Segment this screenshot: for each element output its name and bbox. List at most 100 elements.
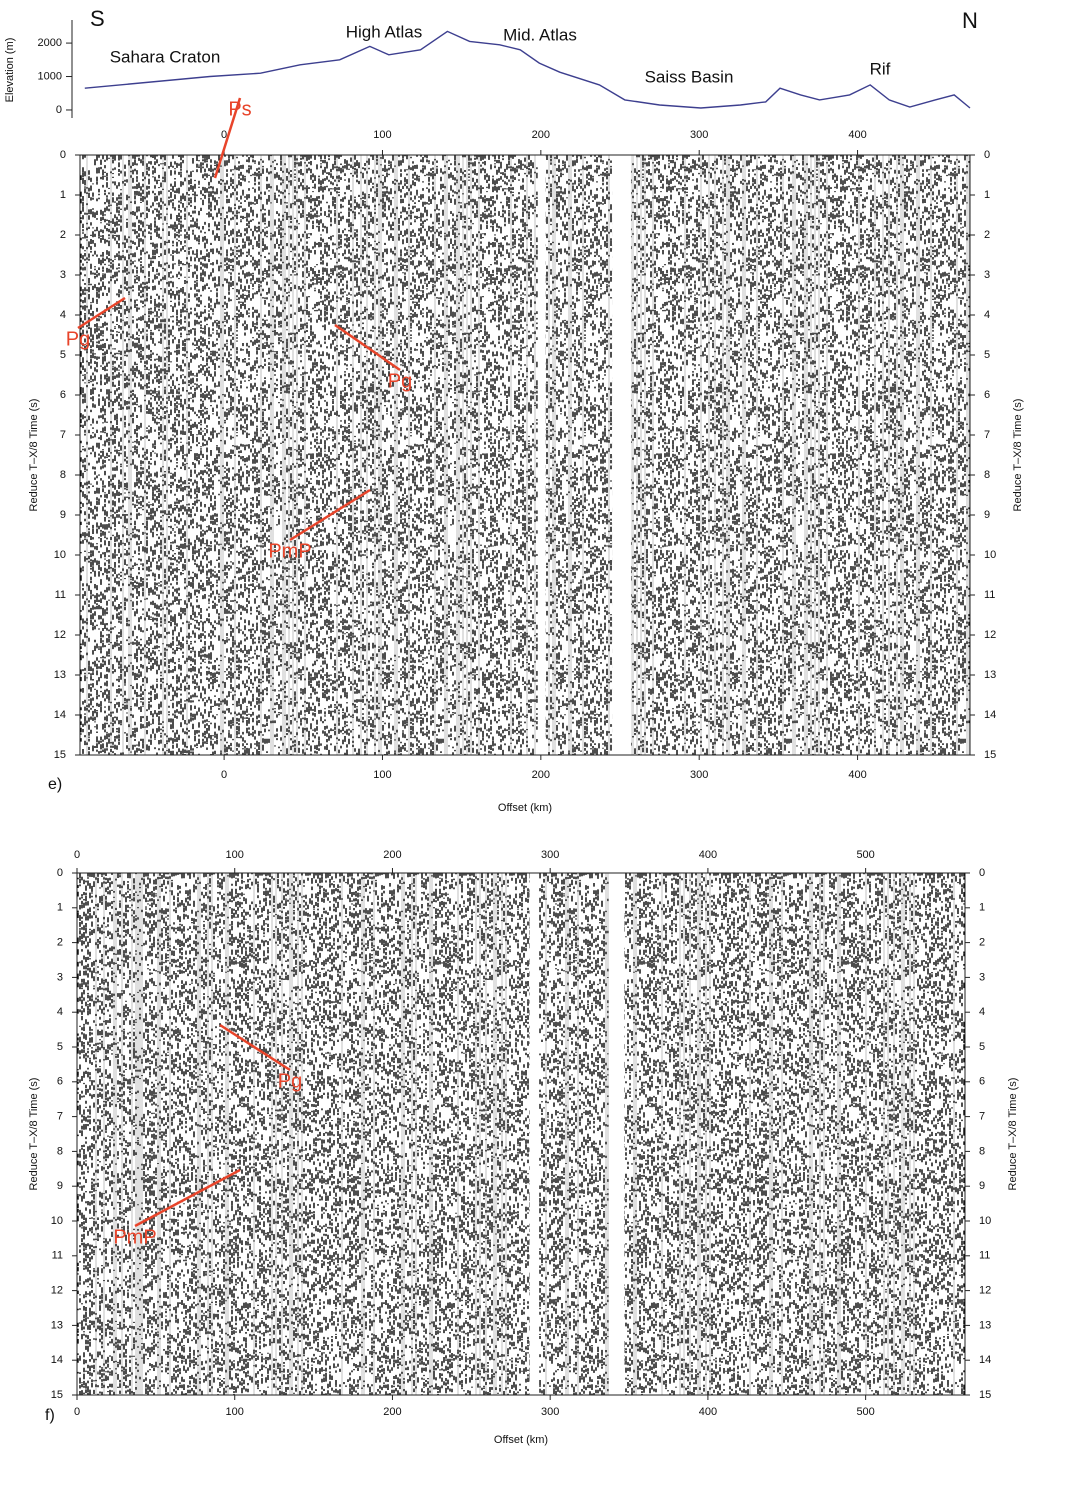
y-tick-label: 10 (54, 549, 66, 561)
x-tick-label: 300 (690, 129, 708, 141)
y-tick-label: 8 (60, 469, 66, 481)
seismic-texture (77, 873, 965, 1395)
elevation-line (84, 30, 971, 109)
y-tick-label: 3 (57, 971, 63, 983)
data-gap (537, 155, 546, 755)
y-axis-label: Reduce T–X/8 Time (s) (28, 1078, 40, 1191)
x-tick-label: 200 (383, 849, 401, 861)
y-tick-label: 4 (979, 1006, 985, 1018)
x-tick-label: 0 (74, 1406, 80, 1418)
plot-frame (76, 872, 966, 1396)
y-tick-label: 14 (984, 709, 996, 721)
plot-frame (79, 154, 971, 756)
y-tick-label: 13 (984, 669, 996, 681)
y-tick-label: 8 (57, 1145, 63, 1157)
y-tick-label: 0 (984, 149, 990, 161)
x-tick-label: 0 (221, 769, 227, 781)
y-tick-label: 9 (60, 509, 66, 521)
y-axis-label: Reduce T–X/8 Time (s) (1012, 399, 1024, 512)
x-tick-label: 400 (699, 849, 717, 861)
seismic-texture (80, 155, 970, 755)
x-tick-label: 0 (221, 129, 227, 141)
x-tick-label: 300 (541, 1406, 559, 1418)
y-tick-label: 14 (51, 1354, 63, 1366)
y-tick-label: 2 (984, 229, 990, 241)
annotation: S (90, 6, 105, 31)
y-tick-label: 0 (56, 104, 62, 116)
x-tick-label: 0 (74, 849, 80, 861)
y-tick-label: 9 (57, 1180, 63, 1192)
y-tick-label: 10 (51, 1215, 63, 1227)
y-tick-label: 6 (979, 1076, 985, 1088)
annotation: N (962, 8, 978, 33)
annotation: Sahara Craton (110, 47, 221, 66)
y-tick-label: 9 (984, 509, 990, 521)
y-tick-label: 2 (979, 937, 985, 949)
y-tick-label: 5 (57, 1041, 63, 1053)
y-tick-label: 4 (60, 309, 66, 321)
y-tick-label: 4 (984, 309, 990, 321)
x-tick-label: 400 (848, 769, 866, 781)
y-tick-label: 13 (51, 1319, 63, 1331)
y-tick-label: 11 (984, 589, 995, 601)
x-tick-label: 500 (856, 1406, 874, 1418)
y-tick-label: 1 (57, 902, 63, 914)
x-tick-label: 400 (848, 129, 866, 141)
annotation-arrow (134, 1168, 241, 1228)
x-tick-label: 100 (226, 1406, 244, 1418)
y-tick-label: 14 (979, 1354, 991, 1366)
y-tick-label: 7 (57, 1111, 63, 1123)
panel-label: f) (45, 1407, 55, 1424)
y-tick-label: 12 (54, 629, 66, 641)
y-tick-label: 5 (984, 349, 990, 361)
x-tick-label: 200 (532, 129, 550, 141)
y-tick-label: 10 (984, 549, 996, 561)
x-axis-label: Offset (km) (494, 1434, 548, 1446)
x-tick-label: 300 (690, 769, 708, 781)
annotation: PmP (113, 1226, 156, 1248)
annotation: Pg (388, 370, 412, 392)
annotation: High Atlas (346, 22, 423, 41)
y-tick-label: 12 (51, 1285, 63, 1297)
y-tick-label: 15 (984, 749, 996, 761)
y-tick-label: 5 (60, 349, 66, 361)
y-tick-label: 8 (984, 469, 990, 481)
y-tick-label: 8 (979, 1145, 985, 1157)
y-tick-label: 10 (979, 1215, 991, 1227)
data-gap (612, 155, 632, 755)
y-tick-label: 5 (979, 1041, 985, 1053)
annotation-arrow (334, 323, 401, 372)
y-tick-label: 15 (51, 1389, 63, 1401)
annotation-arrow (213, 97, 242, 179)
y-tick-label: 6 (60, 389, 66, 401)
x-tick-label: 200 (383, 1406, 401, 1418)
annotation-arrow (77, 296, 126, 330)
y-tick-label: 7 (984, 429, 990, 441)
panel-label: e) (48, 776, 62, 793)
y-axis-label: Elevation (m) (4, 38, 16, 103)
y-tick-label: 0 (60, 149, 66, 161)
y-tick-label: 1 (984, 189, 990, 201)
y-tick-label: 3 (60, 269, 66, 281)
y-tick-label: 2 (60, 229, 66, 241)
y-tick-label: 15 (979, 1389, 991, 1401)
y-tick-label: 9 (979, 1180, 985, 1192)
x-tick-label: 100 (373, 129, 391, 141)
y-tick-label: 11 (55, 589, 66, 601)
y-tick-label: 3 (984, 269, 990, 281)
y-tick-label: 12 (979, 1285, 991, 1297)
y-tick-label: 13 (54, 669, 66, 681)
y-tick-label: 3 (979, 971, 985, 983)
y-tick-label: 7 (979, 1111, 985, 1123)
data-gap (608, 873, 625, 1395)
y-tick-label: 14 (54, 709, 66, 721)
annotation: Pg (66, 328, 90, 350)
annotation: PmP (268, 540, 311, 562)
x-tick-label: 500 (856, 849, 874, 861)
annotation: Rif (870, 59, 891, 78)
x-tick-label: 200 (532, 769, 550, 781)
y-tick-label: 0 (57, 867, 63, 879)
y-axis-label: Reduce T–X/8 Time (s) (1007, 1078, 1019, 1191)
y-tick-label: 7 (60, 429, 66, 441)
